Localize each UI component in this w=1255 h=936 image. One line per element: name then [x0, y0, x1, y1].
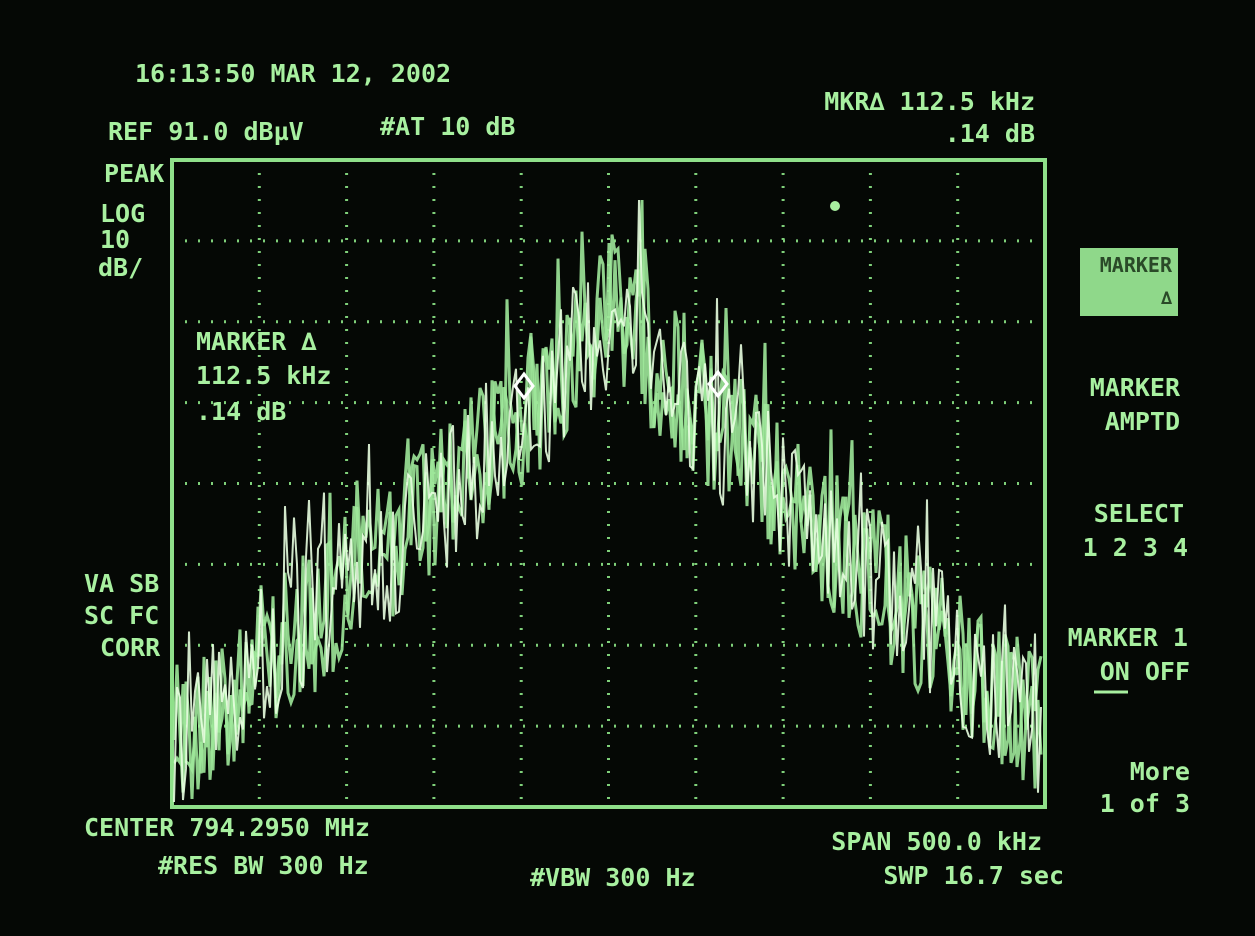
marker-readout: MKR∆ 112.5 kHz [824, 87, 1035, 116]
detector: PEAK [104, 159, 164, 188]
span: SPAN 500.0 kHz [831, 827, 1042, 856]
marker-box-line: 112.5 kHz [196, 361, 331, 390]
flag: SC FC [84, 601, 159, 630]
marker-box-line: MARKER ∆ [196, 327, 317, 356]
marker-amplitude: .14 dB [945, 119, 1035, 148]
softkey-label[interactable]: MARKER [1100, 253, 1173, 277]
center-frequency: CENTER 794.2950 MHz [84, 813, 370, 842]
attenuation: #AT 10 dB [380, 112, 515, 141]
softkey-label[interactable]: MARKER [1090, 373, 1181, 402]
softkey-label[interactable]: SELECT [1094, 499, 1184, 528]
softkey-label[interactable]: ∆ [1160, 288, 1172, 309]
timestamp: 16:13:50 MAR 12, 2002 [135, 59, 451, 88]
scale: dB/ [98, 253, 143, 282]
softkey-label[interactable]: MARKER 1 [1068, 623, 1188, 652]
trace-line [173, 199, 1042, 803]
softkey-label[interactable]: 1 of 3 [1100, 789, 1190, 818]
marker-dot [830, 201, 840, 211]
softkey-label[interactable]: 1 2 3 4 [1083, 533, 1188, 562]
res-bw: #RES BW 300 Hz [158, 851, 369, 880]
marker-box-line: .14 dB [196, 397, 286, 426]
active-softkey[interactable] [1080, 248, 1178, 316]
softkey-label[interactable]: ON OFF [1100, 657, 1190, 686]
flag: CORR [100, 633, 161, 662]
softkey-label[interactable]: AMPTD [1105, 407, 1180, 436]
sweep-time: SWP 16.7 sec [883, 861, 1064, 890]
marker-diamond [707, 369, 729, 399]
markers [513, 201, 840, 401]
trace [172, 199, 1043, 803]
flag: VA SB [84, 569, 159, 598]
vbw: #VBW 300 Hz [530, 863, 696, 892]
graticule-frame [170, 158, 1047, 809]
scale: LOG [100, 199, 145, 228]
marker-diamond [513, 371, 535, 401]
scale: 10 [100, 225, 130, 254]
ref-level: REF 91.0 dBµV [108, 117, 304, 146]
softkey-label[interactable]: More [1130, 757, 1190, 786]
